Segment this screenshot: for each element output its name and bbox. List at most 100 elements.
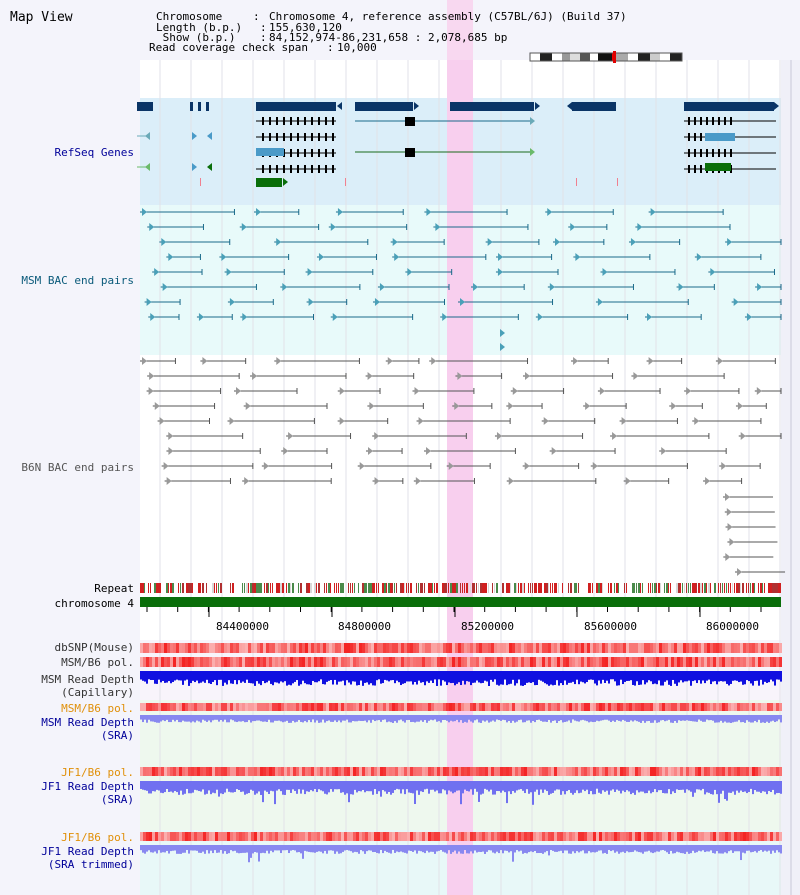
polymorphism-heat: [179, 657, 182, 667]
polymorphism-heat: [422, 643, 425, 653]
read-depth-bar: [754, 781, 756, 791]
read-depth-bar: [216, 671, 218, 686]
read-depth-bar: [728, 671, 730, 686]
ideogram-band: [580, 53, 590, 61]
refseq-exon: [724, 117, 726, 125]
polymorphism-heat: [779, 643, 782, 653]
polymorphism-heat: [332, 643, 335, 653]
repeat-mark: [776, 583, 778, 593]
refseq-exon: [700, 149, 702, 157]
repeat-mark: [298, 583, 299, 593]
read-depth-bar: [156, 781, 158, 790]
repeat-mark: [318, 583, 320, 593]
read-depth-bar: [266, 781, 268, 792]
polymorphism-heat: [146, 643, 149, 653]
polymorphism-heat: [722, 832, 725, 841]
polymorphism-heat: [581, 832, 584, 841]
read-depth-bar: [172, 781, 174, 793]
read-depth-bar: [708, 845, 710, 852]
polymorphism-heat: [437, 657, 440, 667]
polymorphism-heat: [710, 657, 713, 667]
repeat-mark: [348, 583, 349, 593]
polymorphism-heat: [644, 832, 647, 841]
repeat-mark: [446, 583, 447, 593]
read-depth-bar: [274, 715, 276, 721]
read-depth-bar: [400, 781, 402, 794]
refseq-exon: [706, 117, 708, 125]
read-depth-bar: [242, 671, 244, 682]
read-depth-bar: [706, 845, 708, 852]
read-depth-bar: [534, 845, 536, 851]
polymorphism-heat: [776, 703, 779, 711]
repeat-mark: [260, 583, 262, 593]
polymorphism-heat: [668, 832, 671, 841]
read-depth-bar: [416, 715, 418, 722]
read-depth-bar: [386, 671, 388, 681]
repeat-mark: [338, 583, 339, 593]
polymorphism-heat: [206, 657, 209, 667]
read-depth-bar: [670, 845, 672, 851]
read-depth-bar: [502, 671, 504, 685]
bac-end-arrow: [487, 238, 493, 246]
polymorphism-heat: [416, 703, 419, 711]
track-label-msm-depth-capillary: MSM Read Depth: [41, 673, 134, 686]
read-depth-bar: [312, 845, 314, 853]
polymorphism-heat: [170, 767, 173, 776]
read-depth-bar: [264, 781, 266, 791]
read-depth-bar: [748, 715, 750, 722]
read-depth-bar: [426, 845, 428, 851]
read-depth-bar: [452, 781, 454, 794]
polymorphism-heat: [764, 643, 767, 653]
polymorphism-heat: [170, 703, 173, 711]
polymorphism-heat: [530, 703, 533, 711]
read-depth-bar: [344, 845, 346, 851]
polymorphism-heat: [257, 703, 260, 711]
read-depth-bar: [566, 715, 568, 722]
read-depth-bar: [294, 715, 296, 723]
read-depth-bar: [640, 671, 642, 685]
polymorphism-heat: [299, 643, 302, 653]
repeat-mark: [384, 583, 386, 593]
bac-end-arrow: [276, 238, 282, 246]
bac-end-arrow: [726, 508, 732, 516]
read-depth-bar: [328, 845, 330, 851]
repeat-mark: [466, 583, 468, 593]
polymorphism-heat: [191, 703, 194, 711]
read-depth-bar: [704, 671, 706, 684]
polymorphism-heat: [473, 643, 476, 653]
repeat-mark: [462, 583, 463, 593]
read-depth-bar: [500, 781, 502, 793]
read-depth-bar: [390, 781, 392, 795]
read-depth-bar: [494, 715, 496, 722]
read-depth-bar: [218, 781, 220, 797]
polymorphism-heat: [368, 703, 371, 711]
polymorphism-heat: [155, 832, 158, 841]
polymorphism-heat: [158, 643, 161, 653]
polymorphism-heat: [746, 832, 749, 841]
polymorphism-heat: [641, 657, 644, 667]
read-depth-bar: [402, 671, 404, 684]
polymorphism-heat: [149, 767, 152, 776]
polymorphism-heat: [539, 703, 542, 711]
read-depth-bar: [606, 715, 608, 720]
read-depth-bar: [570, 671, 572, 683]
read-depth-bar: [172, 845, 174, 851]
strand-arrow: [207, 132, 212, 140]
read-depth-bar: [456, 845, 458, 854]
polymorphism-heat: [704, 643, 707, 653]
read-depth-bar: [254, 715, 256, 722]
repeat-mark: [554, 583, 556, 593]
read-depth-bar: [236, 845, 238, 853]
polymorphism-heat: [386, 832, 389, 841]
repeat-mark: [576, 583, 577, 593]
polymorphism-heat: [221, 767, 224, 776]
polymorphism-heat: [602, 643, 605, 653]
polymorphism-heat: [608, 703, 611, 711]
read-depth-bar: [310, 715, 312, 723]
polymorphism-heat: [566, 767, 569, 776]
strand-arrow: [283, 178, 288, 186]
polymorphism-heat: [182, 703, 185, 711]
polymorphism-heat: [716, 643, 719, 653]
